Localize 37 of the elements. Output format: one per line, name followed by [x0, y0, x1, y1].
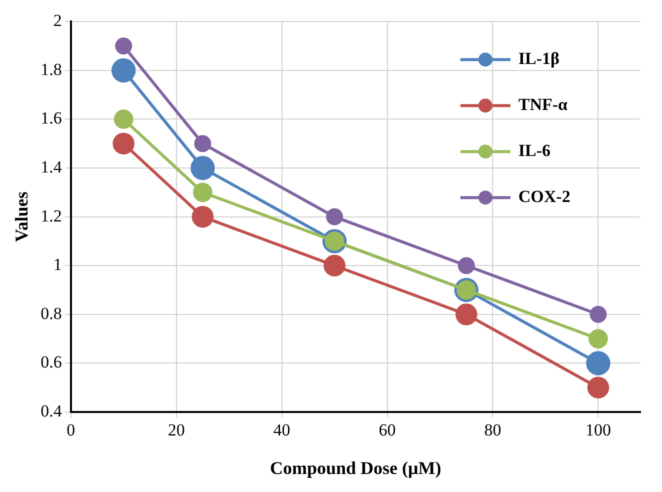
- point: [112, 132, 134, 154]
- y-tick-label: 1.2: [40, 206, 62, 226]
- x-tick-label: 0: [66, 420, 76, 440]
- y-tick-label: 1: [53, 255, 62, 274]
- y-tick-label: 2: [53, 11, 62, 30]
- point: [194, 135, 212, 152]
- point: [115, 38, 132, 54]
- point: [111, 58, 136, 82]
- y-tick-label: 1.6: [40, 108, 62, 128]
- y-tick-label: 1.4: [40, 157, 62, 176]
- point: [326, 208, 344, 226]
- x-tick-label: 60: [378, 420, 396, 440]
- y-axis-title: Values: [11, 192, 32, 242]
- point: [586, 351, 610, 376]
- point: [588, 329, 608, 348]
- y-tick-label: 0.8: [40, 304, 62, 323]
- legend-label: IL-6: [518, 140, 551, 160]
- point: [455, 304, 478, 326]
- legend-label: IL-1β: [518, 48, 560, 68]
- point: [458, 257, 475, 274]
- x-axis-title: Compound Dose (μM): [270, 458, 442, 478]
- y-tick-label: 0.4: [40, 401, 62, 420]
- legend-label: COX-2: [518, 186, 570, 206]
- x-tick-label: 100: [585, 420, 611, 440]
- y-tick-label: 0.6: [40, 352, 62, 372]
- x-tick-label: 40: [273, 420, 290, 440]
- y-tick-label: 1.8: [40, 60, 62, 79]
- x-tick-label: 80: [484, 420, 502, 440]
- point: [192, 182, 212, 202]
- point: [590, 306, 607, 323]
- point: [324, 254, 346, 276]
- point: [587, 376, 610, 398]
- point: [192, 206, 214, 228]
- x-tick-label: 20: [168, 420, 185, 440]
- point: [114, 110, 134, 129]
- point: [190, 156, 215, 180]
- legend-label: TNF-α: [518, 94, 568, 114]
